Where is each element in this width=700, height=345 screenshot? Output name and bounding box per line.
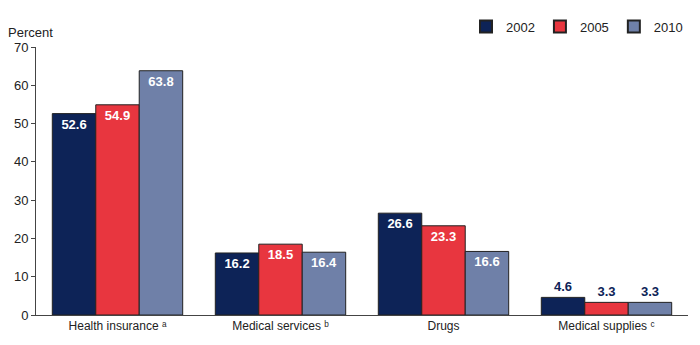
svg-text:2010: 2010 [654,20,683,35]
svg-text:54.9: 54.9 [105,108,130,123]
svg-text:23.3: 23.3 [431,229,456,244]
svg-text:Medical supplies ᶜ: Medical supplies ᶜ [558,319,654,333]
svg-text:52.6: 52.6 [61,117,86,132]
svg-text:2002: 2002 [506,20,535,35]
svg-text:4.6: 4.6 [554,279,572,294]
svg-text:18.5: 18.5 [268,247,293,262]
svg-text:40: 40 [14,154,28,169]
svg-text:16.2: 16.2 [224,256,249,271]
svg-text:63.8: 63.8 [148,74,173,89]
svg-text:50: 50 [14,116,28,131]
svg-text:2005: 2005 [580,20,609,35]
svg-text:26.6: 26.6 [387,216,412,231]
svg-text:30: 30 [14,193,28,208]
svg-text:Medical services ᵇ: Medical services ᵇ [232,319,329,333]
svg-text:0: 0 [21,308,28,323]
svg-text:16.6: 16.6 [474,254,499,269]
svg-text:10: 10 [14,269,28,284]
svg-text:3.3: 3.3 [641,284,659,299]
svg-text:3.3: 3.3 [597,284,615,299]
svg-text:60: 60 [14,78,28,93]
svg-text:16.4: 16.4 [311,255,337,270]
svg-text:Health insurance ᵃ: Health insurance ᵃ [69,319,167,333]
svg-text:20: 20 [14,231,28,246]
svg-text:70: 70 [14,40,28,55]
svg-text:Drugs: Drugs [427,319,459,333]
svg-text:Percent: Percent [8,25,53,40]
